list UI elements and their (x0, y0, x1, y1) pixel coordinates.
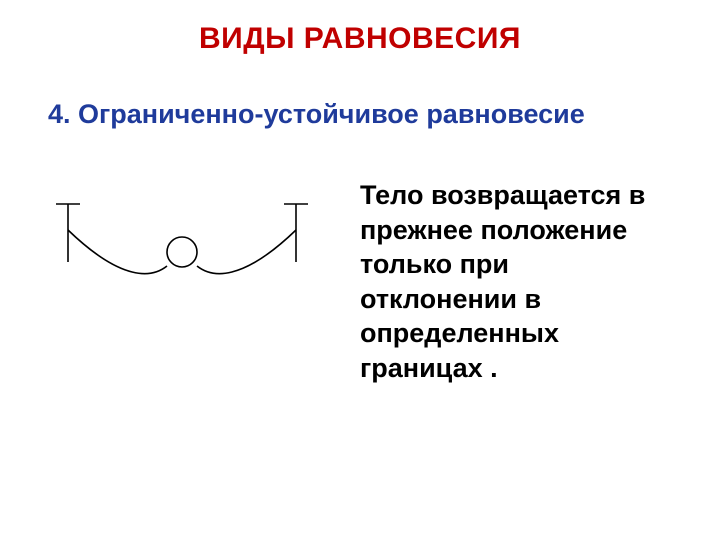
slide-title: ВИДЫ РАВНОВЕСИЯ (0, 22, 720, 56)
slide-subtitle: 4. Ограниченно-устойчивое равновесие (48, 98, 648, 132)
slide: ВИДЫ РАВНОВЕСИЯ 4. Ограниченно-устойчиво… (0, 0, 720, 540)
slide-body-text: Тело возвращается в прежнее положение то… (360, 178, 670, 385)
ball (167, 237, 197, 267)
diagram-svg (32, 192, 332, 302)
equilibrium-diagram (32, 192, 332, 302)
